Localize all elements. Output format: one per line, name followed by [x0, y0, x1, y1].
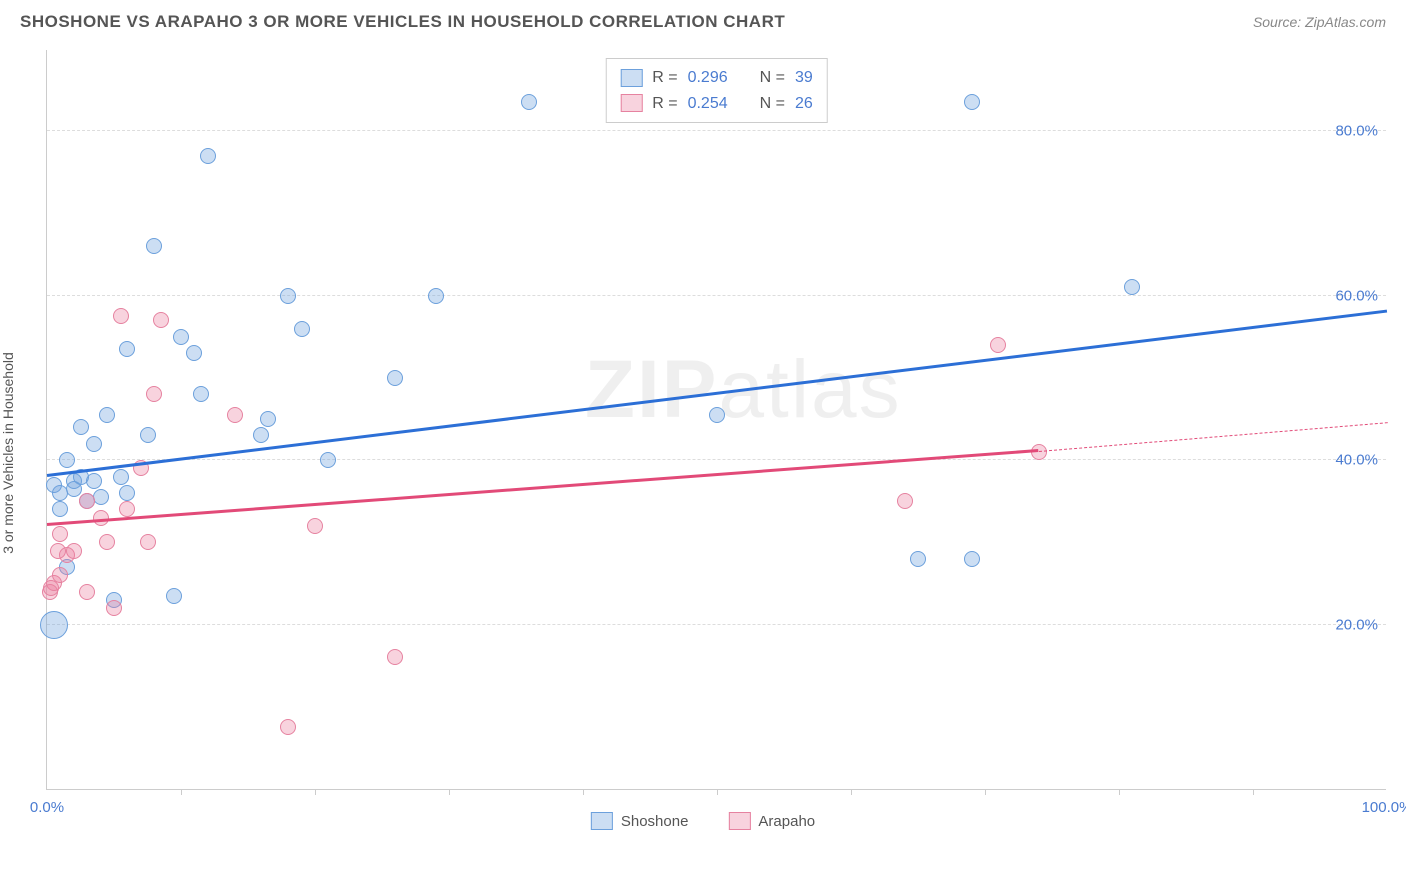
data-point	[253, 427, 269, 443]
gridline	[47, 295, 1386, 296]
data-point	[40, 611, 68, 639]
legend-n-value-arapaho: 26	[795, 91, 813, 117]
data-point	[140, 427, 156, 443]
data-point	[86, 473, 102, 489]
x-tick	[1253, 789, 1254, 795]
legend-row-shoshone: R = 0.296 N = 39	[620, 65, 813, 91]
legend-r-label: R =	[652, 65, 677, 91]
legend-item-shoshone: Shoshone	[591, 812, 689, 830]
data-point	[521, 94, 537, 110]
data-point	[113, 469, 129, 485]
data-point	[146, 386, 162, 402]
y-tick-label: 20.0%	[1335, 616, 1378, 633]
trend-line	[47, 449, 1039, 526]
plot-area: ZIPatlas R = 0.296 N = 39 R = 0.254 N = …	[46, 50, 1386, 790]
data-point	[119, 501, 135, 517]
data-point	[428, 288, 444, 304]
legend-n-label: N =	[760, 91, 785, 117]
data-point	[173, 329, 189, 345]
legend-r-label: R =	[652, 91, 677, 117]
trend-line	[1039, 422, 1387, 452]
data-point	[227, 407, 243, 423]
x-tick	[181, 789, 182, 795]
data-point	[86, 436, 102, 452]
data-point	[910, 551, 926, 567]
legend-label: Arapaho	[758, 813, 815, 830]
data-point	[99, 534, 115, 550]
legend-item-arapaho: Arapaho	[728, 812, 815, 830]
data-point	[113, 308, 129, 324]
gridline	[47, 459, 1386, 460]
legend-label: Shoshone	[621, 813, 689, 830]
data-point	[387, 649, 403, 665]
data-point	[200, 148, 216, 164]
data-point	[106, 600, 122, 616]
stats-legend: R = 0.296 N = 39 R = 0.254 N = 26	[605, 58, 828, 123]
legend-row-arapaho: R = 0.254 N = 26	[620, 91, 813, 117]
series-legend: Shoshone Arapaho	[591, 812, 815, 830]
x-tick	[851, 789, 852, 795]
data-point	[964, 551, 980, 567]
x-tick	[315, 789, 316, 795]
data-point	[166, 588, 182, 604]
y-tick-label: 40.0%	[1335, 452, 1378, 469]
data-point	[146, 238, 162, 254]
data-point	[193, 386, 209, 402]
data-point	[79, 493, 95, 509]
gridline	[47, 624, 1386, 625]
data-point	[990, 337, 1006, 353]
data-point	[307, 518, 323, 534]
data-point	[119, 341, 135, 357]
data-point	[73, 419, 89, 435]
data-point	[52, 567, 68, 583]
data-point	[280, 288, 296, 304]
trend-line	[47, 309, 1387, 476]
x-tick	[717, 789, 718, 795]
chart-container: 3 or more Vehicles in Household ZIPatlas…	[0, 40, 1406, 850]
x-tick	[583, 789, 584, 795]
data-point	[294, 321, 310, 337]
data-point	[153, 312, 169, 328]
data-point	[260, 411, 276, 427]
legend-swatch-icon	[591, 812, 613, 830]
data-point	[387, 370, 403, 386]
legend-swatch-arapaho	[620, 94, 642, 112]
data-point	[52, 526, 68, 542]
gridline	[47, 130, 1386, 131]
legend-swatch-icon	[728, 812, 750, 830]
data-point	[280, 719, 296, 735]
data-point	[119, 485, 135, 501]
chart-title: SHOSHONE VS ARAPAHO 3 OR MORE VEHICLES I…	[20, 12, 785, 32]
data-point	[79, 584, 95, 600]
x-tick-label: 100.0%	[1362, 799, 1406, 816]
data-point	[99, 407, 115, 423]
data-point	[140, 534, 156, 550]
data-point	[320, 452, 336, 468]
data-point	[709, 407, 725, 423]
legend-r-value-shoshone: 0.296	[688, 65, 728, 91]
source-label: Source: ZipAtlas.com	[1253, 14, 1386, 30]
y-axis-label: 3 or more Vehicles in Household	[0, 352, 16, 554]
y-tick-label: 60.0%	[1335, 287, 1378, 304]
y-tick-label: 80.0%	[1335, 123, 1378, 140]
data-point	[59, 452, 75, 468]
data-point	[1124, 279, 1140, 295]
legend-n-value-shoshone: 39	[795, 65, 813, 91]
x-tick	[449, 789, 450, 795]
data-point	[66, 543, 82, 559]
data-point	[52, 501, 68, 517]
x-tick	[985, 789, 986, 795]
legend-swatch-shoshone	[620, 69, 642, 87]
legend-n-label: N =	[760, 65, 785, 91]
x-tick-label: 0.0%	[30, 799, 64, 816]
data-point	[964, 94, 980, 110]
x-tick	[1119, 789, 1120, 795]
data-point	[186, 345, 202, 361]
legend-r-value-arapaho: 0.254	[688, 91, 728, 117]
data-point	[897, 493, 913, 509]
